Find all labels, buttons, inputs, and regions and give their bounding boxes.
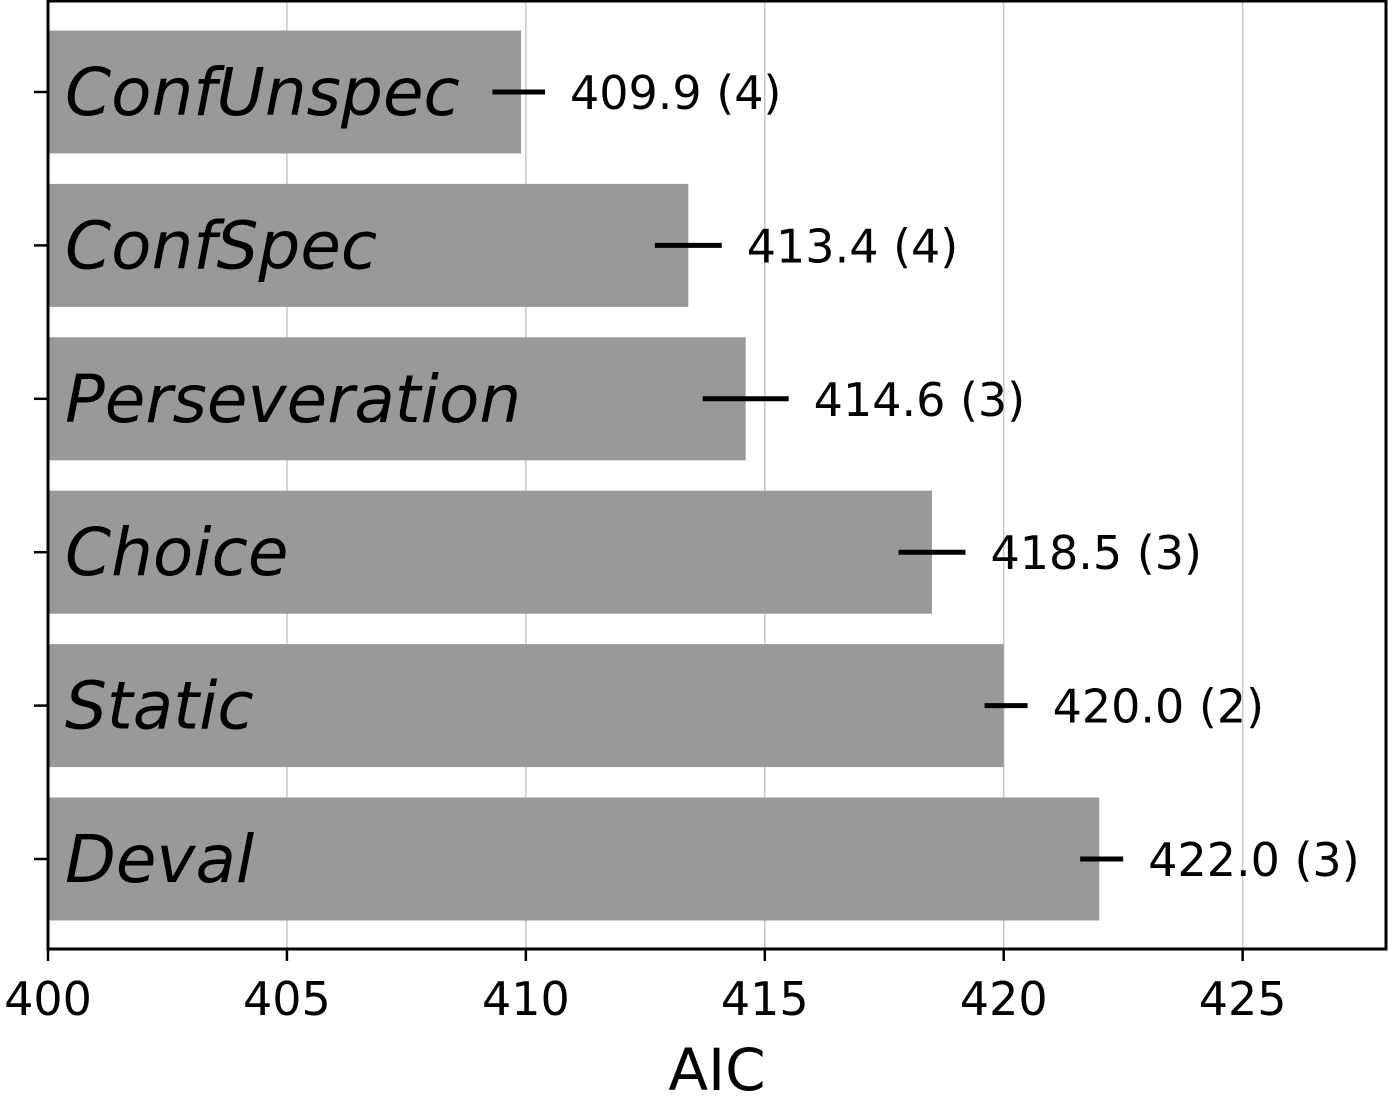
bar-deval [48,797,1100,921]
bar-confunspec [48,30,522,154]
x-axis-title: AIC [668,1036,765,1104]
category-label: ConfSpec [65,207,377,284]
bar-static [48,644,1004,768]
data-label: 418.5 (3) [990,526,1201,580]
y-axis-ticks [34,90,48,861]
x-tick-label: 420 [960,972,1048,1026]
data-label: 409.9 (4) [570,66,781,120]
data-label: 422.0 (3) [1148,833,1359,887]
grid-lines [286,1,1244,949]
data-label: 414.6 (3) [814,373,1025,427]
x-tick-label: 410 [482,972,570,1026]
plot-frame [46,0,1388,951]
x-tick-label: 400 [4,972,92,1026]
category-label: ConfUnspec [65,54,460,131]
bar-confspec [48,183,689,307]
bar-choice [48,490,933,614]
category-label: Deval [65,821,255,898]
bar-perseveration [48,337,746,461]
x-tick-label: 415 [721,972,809,1026]
category-label: Choice [65,514,289,591]
x-tick-label: 425 [1199,972,1287,1026]
category-labels: ConfUnspec ConfSpec Perseveration Choice Sta… [65,54,521,898]
data-labels: 409.9 (4) 413.4 (4) 414.6 (3) 418.5 (3) 420.… [570,66,1360,887]
x-axis-ticks: 400 405 410 415 420 425 [4,949,1287,1026]
data-label: 420.0 (2) [1053,680,1264,734]
category-label: Perseveration [65,361,521,438]
x-tick-label: 405 [243,972,331,1026]
data-label: 413.4 (4) [747,219,958,273]
category-label: Static [65,668,254,745]
error-bars [492,89,1124,862]
bars [48,30,1100,921]
